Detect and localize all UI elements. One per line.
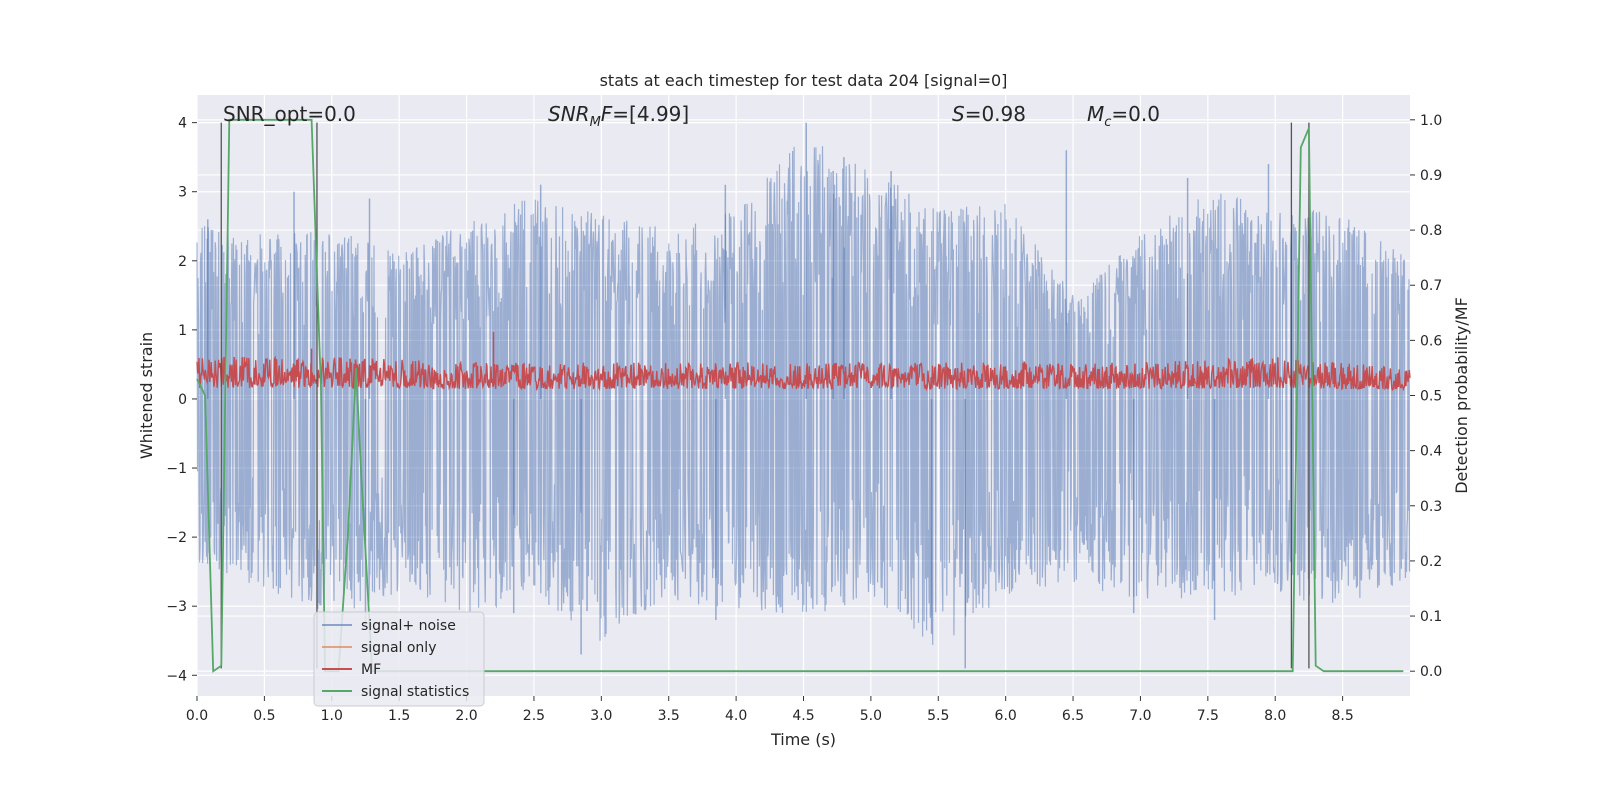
legend-label-0: signal+ noise xyxy=(361,618,456,634)
x-tick-label: 1.0 xyxy=(321,708,343,724)
x-axis-label: Time (s) xyxy=(770,730,836,749)
x-tick-label: 0.5 xyxy=(253,708,275,724)
annotation-mc-base: M xyxy=(1087,102,1104,126)
series-signal-statistics-line xyxy=(196,118,1404,673)
annotation-snr-mf-value: =[4.99] xyxy=(612,102,689,126)
x-tick-label: 3.5 xyxy=(658,708,680,724)
x-tick-label: 8.0 xyxy=(1264,708,1286,724)
y-tick-label-right: 0.1 xyxy=(1420,609,1442,625)
annotation-snr-mf-rest-f: F xyxy=(601,102,613,126)
y-tick-label-left: −3 xyxy=(166,599,187,615)
chart-title: stats at each timestep for test data 204… xyxy=(600,71,1008,90)
annotation-mc-value: =0.0 xyxy=(1111,102,1160,126)
axes: 0.0 0.5 1.0 1.5 2.0 2.5 3.0 3.5 4.0 4.5 5.0 5.5 6.0 6… xyxy=(166,113,1442,724)
annotation-s-label: S xyxy=(952,102,965,126)
annotation-s-value: =0.98 xyxy=(965,102,1026,126)
y-tick-label-left: 0 xyxy=(178,392,187,408)
y-tick-label-left: 4 xyxy=(178,116,187,132)
legend-label-2: MF xyxy=(361,662,381,678)
y-axis-label-right: Detection probability/MF xyxy=(1452,297,1471,494)
series-signal-noise-line xyxy=(196,146,1411,645)
y-tick-label-left: 3 xyxy=(178,185,187,201)
y-tick-label-left: −4 xyxy=(166,668,187,684)
annotation-snr-mf: SNRMF=[4.99] xyxy=(548,102,689,130)
y-tick-label-right: 0.3 xyxy=(1420,499,1442,515)
y-tick-label-right: 0.5 xyxy=(1420,389,1442,405)
x-tick-label: 5.5 xyxy=(927,708,949,724)
y-tick-label-left: −2 xyxy=(166,530,187,546)
y-axis-label-left: Whitened strain xyxy=(137,332,156,459)
x-tick-label: 0.0 xyxy=(186,708,208,724)
y-tick-label-right: 0.9 xyxy=(1420,168,1442,184)
legend-label-1: signal only xyxy=(361,640,436,656)
x-tick-label: 4.5 xyxy=(792,708,814,724)
y-tick-label-left: 1 xyxy=(178,323,187,339)
y-tick-label-right: 0.6 xyxy=(1420,333,1442,349)
annotation-snr-mf-base: SNR xyxy=(548,102,590,126)
legend-box xyxy=(313,611,485,707)
annotation-mc-sub: c xyxy=(1104,115,1111,130)
annotation-mc: Mc=0.0 xyxy=(1087,102,1160,130)
y-tick-label-left: −1 xyxy=(166,461,187,477)
series-mf-line xyxy=(196,355,1411,392)
x-tick-label: 2.5 xyxy=(523,708,545,724)
legend-label-3: signal statistics xyxy=(361,684,469,700)
x-tick-label: 8.5 xyxy=(1331,708,1353,724)
x-tick-label: 4.0 xyxy=(725,708,747,724)
annotation-snr-opt: SNR_opt=0.0 xyxy=(223,102,356,126)
x-tick-label: 2.0 xyxy=(455,708,477,724)
y-tick-label-right: 0.2 xyxy=(1420,554,1442,570)
x-tick-label: 6.0 xyxy=(995,708,1017,724)
y-tick-label-left: 2 xyxy=(178,254,187,270)
y-tick-label-right: 0.8 xyxy=(1420,223,1442,239)
x-tick-label: 7.0 xyxy=(1129,708,1151,724)
x-tick-label: 6.5 xyxy=(1062,708,1084,724)
series-layer xyxy=(196,118,1411,673)
x-tick-label: 5.0 xyxy=(860,708,882,724)
y-tick-label-right: 0.0 xyxy=(1420,664,1442,680)
annotation-snr-mf-sub: M xyxy=(590,115,601,130)
y-tick-label-right: 0.7 xyxy=(1420,278,1442,294)
x-tick-label: 7.5 xyxy=(1197,708,1219,724)
legend: signal+ noise signal only MF signal statist… xyxy=(313,611,485,707)
annotation-s: S=0.98 xyxy=(952,102,1026,126)
y-tick-label-right: 1.0 xyxy=(1420,113,1442,129)
x-tick-label: 3.0 xyxy=(590,708,612,724)
y-tick-label-right: 0.4 xyxy=(1420,444,1442,460)
x-tick-label: 1.5 xyxy=(388,708,410,724)
